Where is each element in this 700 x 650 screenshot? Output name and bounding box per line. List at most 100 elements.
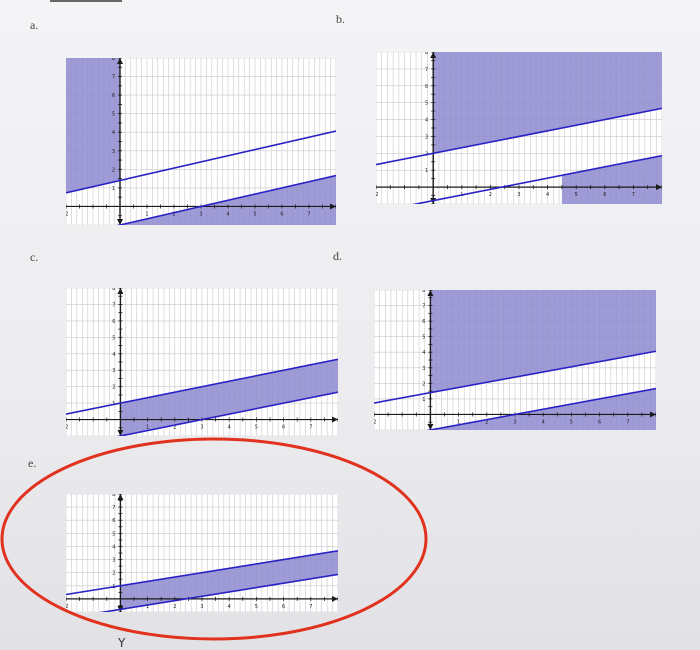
x-tick-label: -2 — [66, 604, 69, 610]
y-tick-label: 6 — [112, 93, 115, 99]
y-tick-label: 2 — [112, 385, 115, 391]
boundary-line-0 — [374, 350, 656, 404]
y-tick-label: 5 — [112, 531, 115, 537]
shaded-region-0 — [433, 52, 662, 154]
label-c: c. — [30, 250, 39, 264]
x-tick-label: -2 — [66, 425, 69, 431]
y-tick-label: 4 — [425, 118, 428, 124]
y-tick-label: 7 — [422, 304, 425, 310]
boundary-line-1 — [116, 391, 338, 436]
y-tick-label: 6 — [112, 518, 115, 524]
x-tick-label: 2 — [173, 425, 176, 431]
x-tick-label: 1 — [146, 604, 149, 610]
shaded-region-0 — [120, 359, 338, 436]
boundary-line-1 — [116, 174, 336, 225]
x-tick-label: 7 — [626, 419, 629, 425]
x-tick-label: 4 — [546, 192, 549, 198]
x-tick-label: 5 — [255, 604, 258, 610]
boundary-line-0 — [66, 358, 338, 415]
boundary-line-1 — [425, 387, 656, 430]
y-axis-arrow-down — [427, 424, 434, 430]
x-tick-label: 3 — [199, 211, 202, 217]
x-axis-arrow — [332, 416, 338, 423]
x-tick-label: 1 — [457, 419, 460, 425]
x-tick-label: 2 — [489, 192, 492, 198]
boundary-line-0 — [66, 550, 338, 596]
y-tick-label: 5 — [112, 112, 115, 118]
x-tick-label: 1 — [146, 425, 149, 431]
x-tick-label: 7 — [309, 604, 312, 610]
y-tick-label: 7 — [112, 302, 115, 308]
x-axis-arrow — [330, 203, 336, 210]
y-tick-label: 8 — [425, 52, 428, 56]
x-tick-label: 4 — [228, 604, 231, 610]
boundary-line-0 — [376, 107, 662, 166]
y-axis-arrow-down — [117, 219, 123, 225]
x-tick-label: 7 — [307, 211, 310, 217]
x-axis-arrow — [650, 411, 656, 418]
x-tick-label: 1 — [145, 211, 148, 217]
y-axis-arrow-down — [117, 430, 124, 436]
y-tick-label: 6 — [425, 84, 428, 90]
x-tick-label: 6 — [280, 211, 283, 217]
y-tick-label: 5 — [425, 101, 428, 107]
y-axis-arrow — [117, 494, 124, 500]
x-tick-label: 7 — [632, 192, 635, 198]
y-tick-label: 4 — [112, 352, 115, 358]
x-tick-label: 4 — [226, 211, 229, 217]
graph-a: -2 1 2 3 4 5 6 7 1 2 3 4 5 6 7 8 — [66, 58, 336, 225]
y-tick-label: 5 — [112, 335, 115, 341]
y-tick-label: 4 — [112, 544, 115, 550]
x-tick-label: 4 — [542, 419, 545, 425]
x-tick-label: 3 — [200, 425, 203, 431]
y-tick-label: 1 — [112, 186, 115, 192]
boundary-line-0 — [66, 130, 336, 194]
top-rule — [50, 0, 122, 2]
y-tick-label: 5 — [422, 335, 425, 341]
x-axis-arrow — [656, 184, 662, 191]
x-tick-label: 3 — [200, 604, 203, 610]
x-tick-label: -2 — [66, 211, 69, 217]
y-tick-label: 3 — [112, 558, 115, 564]
y-tick-label: 8 — [112, 288, 115, 292]
shaded-region-1 — [120, 175, 336, 225]
y-axis-arrow — [117, 58, 123, 64]
x-tick-label: 2 — [172, 211, 175, 217]
shaded-region-0 — [430, 290, 656, 393]
x-tick-label: 6 — [282, 425, 285, 431]
x-tick-label: 2 — [173, 604, 176, 610]
y-tick-label: 7 — [112, 75, 115, 81]
x-tick-label: 7 — [309, 425, 312, 431]
circle-stroke — [0, 437, 428, 641]
x-tick-label: 5 — [570, 419, 573, 425]
y-tick-label: 7 — [425, 67, 428, 73]
x-tick-label: 4 — [228, 425, 231, 431]
y-tick-label: 4 — [112, 130, 115, 136]
y-tick-label: 1 — [425, 168, 428, 174]
label-e: e. — [28, 456, 37, 470]
y-tick-label: 1 — [422, 397, 425, 403]
y-tick-label: 2 — [112, 167, 115, 173]
y-tick-label: 7 — [112, 505, 115, 511]
label-b: b. — [336, 12, 345, 26]
boundary-line-1 — [411, 154, 662, 204]
y-tick-label: 2 — [112, 571, 115, 577]
y-tick-label: 8 — [422, 290, 425, 294]
x-tick-label: 5 — [255, 425, 258, 431]
x-tick-label: 5 — [253, 211, 256, 217]
x-tick-label: 6 — [598, 419, 601, 425]
x-tick-label: 6 — [603, 192, 606, 198]
graph-d: -2 1 2 3 4 5 6 7 1 2 3 4 5 6 7 8 — [374, 290, 656, 430]
y-tick-label: 8 — [112, 58, 115, 62]
y-axis-arrow — [117, 288, 124, 294]
x-tick-label: -2 — [376, 192, 379, 198]
boundary-line-1 — [99, 573, 338, 612]
answer-circle — [0, 437, 428, 641]
x-axis-arrow — [332, 595, 338, 602]
x-tick-label: 3 — [513, 419, 516, 425]
shaded-region-0 — [66, 58, 120, 193]
x-tick-label: 5 — [575, 192, 578, 198]
y-tick-label: 3 — [112, 149, 115, 155]
